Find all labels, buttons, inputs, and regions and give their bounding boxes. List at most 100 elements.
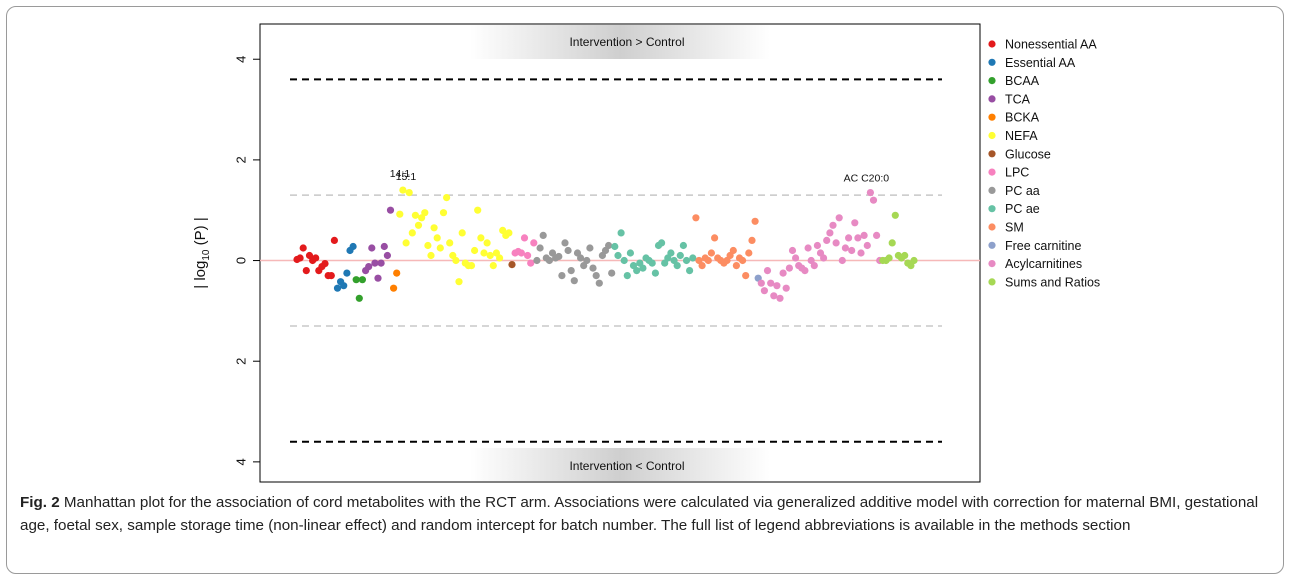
- data-point: [689, 254, 697, 262]
- legend-label: LPC: [1005, 166, 1029, 180]
- legend-marker: [988, 168, 996, 176]
- data-point: [477, 234, 485, 242]
- data-point: [698, 262, 706, 270]
- data-point: [414, 221, 423, 229]
- legend-marker: [988, 95, 996, 103]
- data-point: [608, 269, 616, 277]
- data-point: [520, 234, 529, 242]
- data-point: [617, 229, 625, 237]
- data-point: [845, 234, 853, 242]
- data-point: [826, 229, 834, 237]
- data-point: [739, 256, 747, 265]
- data-point: [763, 267, 772, 275]
- data-point: [742, 272, 750, 280]
- data-point: [658, 239, 666, 247]
- data-point: [299, 244, 307, 252]
- data-point: [835, 214, 843, 222]
- data-point: [788, 246, 797, 255]
- y-tick-label: 2: [233, 156, 248, 163]
- data-point: [383, 251, 391, 260]
- data-point: [748, 236, 756, 244]
- figure-caption: Fig. 2 Manhattan plot for the associatio…: [20, 491, 1275, 537]
- data-point: [633, 267, 641, 275]
- data-point: [620, 256, 628, 265]
- data-point: [380, 242, 388, 251]
- legend-marker: [988, 241, 996, 249]
- data-point: [302, 267, 310, 275]
- data-point: [577, 254, 585, 262]
- legend-marker: [988, 205, 996, 213]
- data-point: [776, 294, 784, 302]
- top-band-label: Intervention > Control: [569, 35, 684, 49]
- data-point: [623, 272, 631, 280]
- y-tick-label: 0: [233, 257, 248, 264]
- data-point: [820, 254, 828, 262]
- data-point: [558, 272, 566, 280]
- data-point: [760, 287, 769, 295]
- data-point: [483, 239, 491, 247]
- data-point: [374, 274, 382, 282]
- data-point: [489, 262, 497, 270]
- legend-label: Sums and Ratios: [1005, 275, 1100, 289]
- data-point: [595, 279, 603, 287]
- data-point: [626, 249, 635, 257]
- data-point: [371, 259, 379, 267]
- data-point: [539, 231, 547, 239]
- data-point: [399, 186, 407, 194]
- data-point: [682, 256, 691, 265]
- legend-marker: [988, 40, 996, 48]
- data-point: [711, 234, 719, 242]
- caption-text: Manhattan plot for the association of co…: [20, 494, 1259, 534]
- data-point: [841, 244, 850, 252]
- data-point: [321, 260, 329, 268]
- data-point: [570, 277, 578, 285]
- data-point: [333, 284, 342, 292]
- legend-label: PC ae: [1005, 202, 1040, 216]
- legend-marker: [988, 131, 996, 140]
- legend-label: Free carnitine: [1005, 239, 1081, 253]
- legend-marker: [988, 186, 996, 194]
- data-point: [860, 231, 868, 239]
- data-point: [757, 279, 765, 287]
- data-point: [386, 206, 395, 214]
- legend-label: Glucose: [1005, 147, 1051, 161]
- legend-label: NEFA: [1005, 129, 1038, 143]
- data-point: [869, 196, 878, 204]
- data-point: [446, 239, 454, 247]
- data-point: [312, 254, 320, 262]
- data-point: [770, 292, 778, 300]
- data-point: [452, 256, 460, 265]
- data-point: [330, 236, 338, 244]
- data-point: [349, 242, 357, 251]
- bottom-band-label: Intervention < Control: [569, 459, 684, 473]
- data-point: [365, 263, 373, 271]
- data-point: [679, 241, 688, 250]
- data-point: [327, 272, 335, 280]
- data-point: [505, 229, 513, 237]
- data-point: [648, 259, 656, 267]
- data-point: [536, 244, 544, 252]
- legend-label: BCKA: [1005, 111, 1040, 125]
- data-point: [592, 272, 600, 280]
- figure-frame: [6, 6, 1284, 574]
- data-point: [639, 264, 647, 272]
- data-point: [611, 242, 619, 251]
- data-point: [732, 262, 741, 270]
- data-point: [751, 217, 759, 225]
- legend-label: PC aa: [1005, 184, 1040, 198]
- data-point: [355, 294, 363, 302]
- data-point: [455, 278, 463, 286]
- data-point: [832, 239, 840, 247]
- data-point: [561, 239, 569, 247]
- data-point: [605, 241, 613, 250]
- data-point: [340, 282, 348, 290]
- point-annotation: AC C20:0: [844, 173, 890, 185]
- data-point: [851, 219, 859, 227]
- data-point: [589, 264, 597, 272]
- data-point: [823, 236, 831, 244]
- data-point: [474, 206, 482, 214]
- data-point: [838, 256, 846, 265]
- data-point: [704, 256, 712, 265]
- data-point: [804, 244, 812, 252]
- data-point: [785, 264, 794, 272]
